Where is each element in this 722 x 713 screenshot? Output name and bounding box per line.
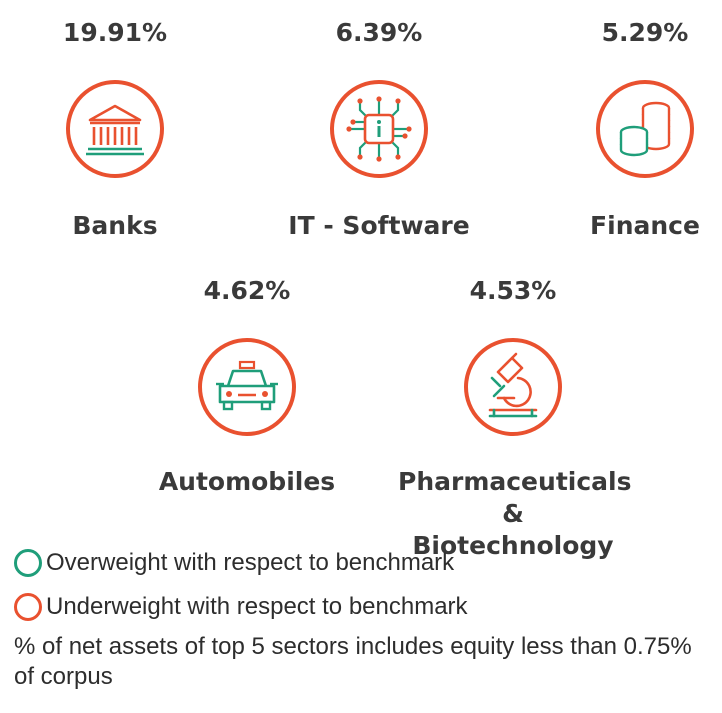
microscope-icon xyxy=(488,352,538,418)
sector-icon-ring xyxy=(596,80,694,178)
sector-name: IT - Software xyxy=(288,211,470,240)
circuit-info-icon xyxy=(346,96,412,162)
sector-banks: 19.91% Banks xyxy=(0,0,230,260)
legend-overweight-label: Overweight with respect to benchmark xyxy=(46,549,455,576)
legend-underweight: Underweight with respect to benchmark xyxy=(14,590,468,624)
sector-it-software: 6.39% IT - Software xyxy=(264,0,494,260)
sector-icon-ring xyxy=(198,338,296,436)
footnote: % of net assets of top 5 sectors include… xyxy=(14,633,692,690)
sector-percent: 4.62% xyxy=(203,276,291,305)
sector-pharma-biotech: 4.53% Pharmaceuticals & Biotechnology xyxy=(398,262,632,560)
sector-percent: 5.29% xyxy=(601,18,689,47)
sector-percent: 19.91% xyxy=(62,18,168,47)
sector-finance: 5.29% Finance xyxy=(530,0,722,260)
sector-icon-ring xyxy=(464,338,562,436)
sector-name-line1: Pharmaceuticals xyxy=(398,467,632,496)
sector-percent: 4.53% xyxy=(469,276,557,305)
coin-stack-icon xyxy=(619,101,671,157)
legend-underweight-label: Underweight with respect to benchmark xyxy=(46,593,468,620)
underweight-circle-icon xyxy=(14,593,42,621)
sector-name-line2: & Biotechnology xyxy=(412,499,614,560)
car-icon xyxy=(216,360,278,411)
sector-name: Finance xyxy=(590,211,700,240)
sector-name: Automobiles xyxy=(158,467,336,496)
sector-name: Banks xyxy=(72,211,158,240)
sector-percent: 6.39% xyxy=(335,18,423,47)
legend-overweight: Overweight with respect to benchmark xyxy=(14,546,454,580)
sector-icon-ring xyxy=(66,80,164,178)
overweight-circle-icon xyxy=(14,549,42,577)
sector-icon-ring xyxy=(330,80,428,178)
sector-automobiles: 4.62% Automobiles xyxy=(132,262,362,532)
bank-icon xyxy=(86,104,144,156)
